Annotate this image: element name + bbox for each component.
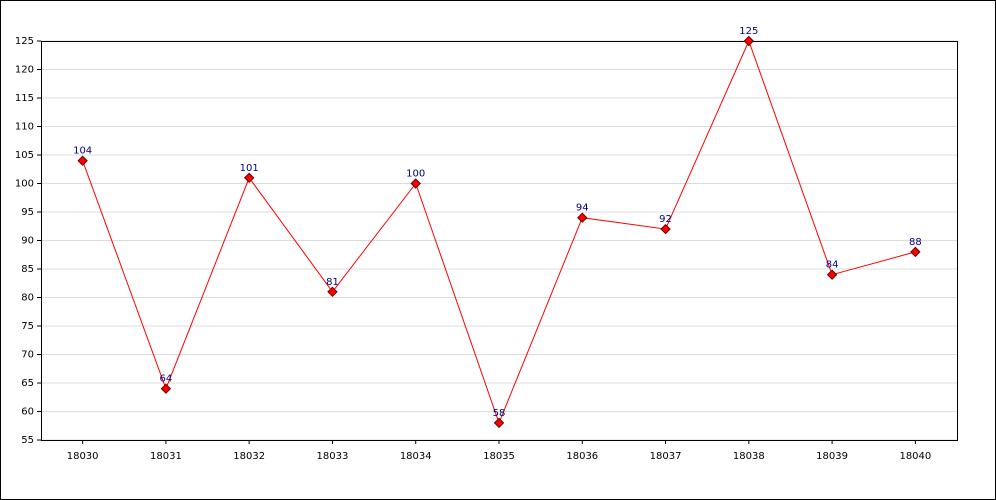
- y-tick-label: 95: [21, 207, 34, 218]
- point: [410, 178, 421, 189]
- point: [910, 246, 921, 258]
- y-tick-label: 55: [21, 435, 34, 446]
- value-label: 100: [406, 169, 425, 180]
- y-tick-label: 70: [21, 350, 34, 361]
- x-tick-label: 18030: [67, 451, 99, 462]
- value-label: 104: [73, 146, 92, 157]
- y-tick-label: 125: [15, 36, 34, 47]
- y-tick-label: 115: [15, 93, 34, 104]
- value-label: 101: [240, 163, 259, 174]
- point: [160, 383, 172, 394]
- y-tick-label: 80: [21, 293, 34, 304]
- point: [77, 155, 88, 166]
- y-tick-label: 100: [15, 179, 34, 190]
- x-tick-label: 18036: [566, 451, 598, 462]
- y-tick-label: 120: [15, 65, 34, 76]
- point: [493, 417, 505, 429]
- y-tick-label: 65: [21, 378, 34, 389]
- value-label: 92: [659, 214, 672, 225]
- y-tick-label: 60: [21, 407, 34, 418]
- y-tick-label: 105: [15, 150, 34, 161]
- x-tick-label: 18033: [317, 451, 349, 462]
- x-tick-label: 18040: [899, 451, 931, 462]
- value-label: 88: [909, 237, 922, 248]
- value-label: 125: [739, 26, 758, 37]
- point: [243, 172, 255, 184]
- value-label: 58: [493, 408, 506, 419]
- value-label: 94: [576, 203, 589, 214]
- value-label: 84: [826, 260, 839, 271]
- point: [577, 212, 588, 223]
- point: [660, 223, 671, 235]
- point: [327, 286, 338, 298]
- x-tick-label: 18032: [233, 451, 265, 462]
- x-tick-label: 18031: [150, 451, 182, 462]
- y-tick-label: 110: [15, 122, 34, 133]
- value-label: 64: [160, 374, 173, 385]
- y-tick-label: 90: [21, 236, 34, 247]
- x-tick-label: 18035: [483, 451, 515, 462]
- y-tick-label: 75: [21, 321, 34, 332]
- x-tick-label: 18037: [650, 451, 682, 462]
- value-label: 81: [326, 277, 339, 288]
- point: [743, 35, 755, 47]
- x-tick-label: 18034: [400, 451, 432, 462]
- x-tick-label: 18039: [816, 451, 848, 462]
- x-tick-label: 18038: [733, 451, 765, 462]
- point: [826, 269, 838, 280]
- y-tick-label: 85: [21, 264, 34, 275]
